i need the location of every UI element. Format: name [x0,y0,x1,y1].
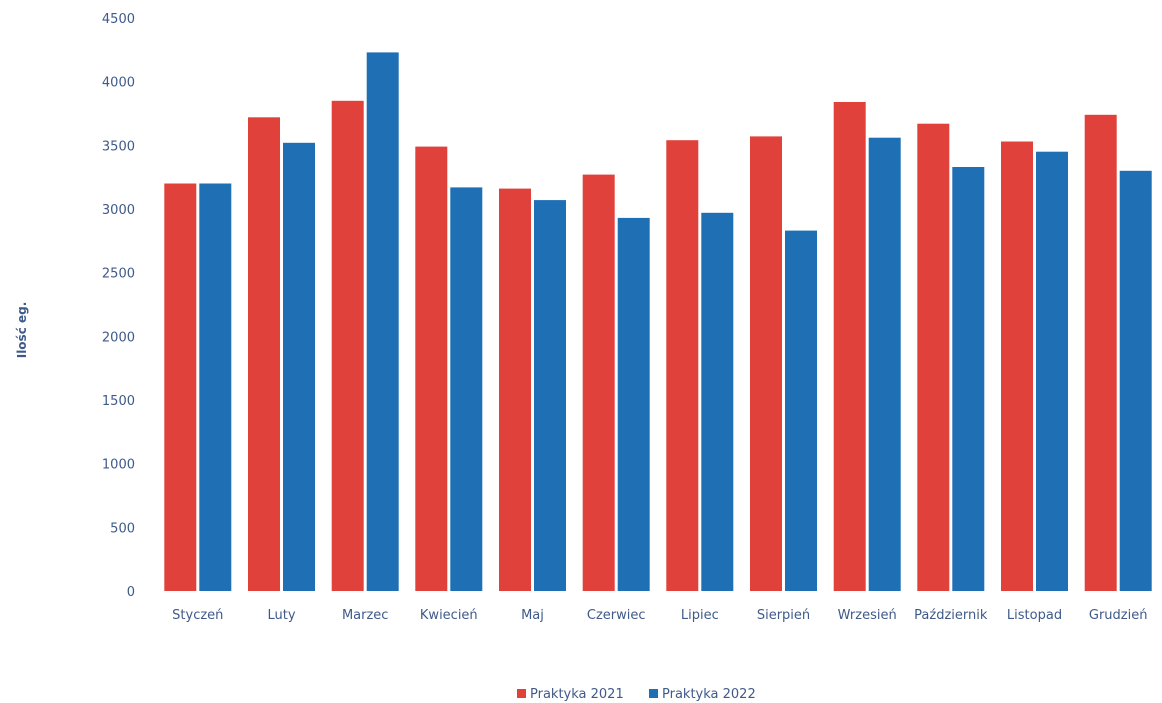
bar-praktyka-2022 [450,187,483,591]
bar-praktyka-2022 [952,167,985,591]
y-tick-label: 3000 [102,203,135,218]
bar-praktyka-2021 [750,136,782,591]
y-tick-label: 3500 [102,139,135,154]
x-category-label: Czerwiec [587,608,646,623]
x-category-label: Kwiecień [420,608,478,623]
bar-praktyka-2021 [582,174,615,591]
bar-praktyka-2021 [1084,114,1117,592]
bar-praktyka-2022 [199,183,232,591]
bar-praktyka-2021 [415,146,448,591]
y-tick-label: 1000 [102,458,135,473]
legend: Praktyka 2021 Praktyka 2022 [517,687,756,702]
x-category-label: Maj [521,608,544,623]
legend-label-praktyka-2021: Praktyka 2021 [530,687,624,702]
bar-praktyka-2021 [1001,141,1033,591]
bars [164,52,1152,592]
x-category-label: Wrzesień [838,608,897,623]
y-axis-ticks: 0 500 1000 1500 2000 2500 3000 3500 4000 4500 [102,12,135,600]
bar-praktyka-2022 [868,137,901,591]
bar-praktyka-2022 [366,52,399,591]
bar-praktyka-2021 [331,100,364,592]
x-category-label: Lipiec [681,608,719,623]
bar-praktyka-2022 [1119,170,1152,592]
bar-praktyka-2021 [164,183,197,591]
y-axis-title: Ilość eg. [15,302,29,359]
legend-label-praktyka-2022: Praktyka 2022 [662,687,756,702]
y-tick-label: 4500 [102,12,135,27]
bar-praktyka-2022 [701,212,734,592]
x-category-label: Październik [914,608,988,623]
y-tick-label: 0 [127,585,135,600]
bar-praktyka-2021 [248,117,280,592]
x-category-label: Listopad [1007,608,1062,623]
legend-swatch-praktyka-2022 [649,689,658,698]
bar-praktyka-2022 [534,200,566,591]
x-category-label: Luty [267,608,295,623]
y-tick-label: 2500 [102,267,135,282]
bar-praktyka-2021 [666,140,699,591]
bar-praktyka-2021 [917,123,950,591]
bar-praktyka-2021 [499,188,531,591]
bar-praktyka-2022 [785,230,817,591]
bar-praktyka-2022 [283,142,315,592]
y-tick-label: 4000 [102,76,135,91]
bar-praktyka-2022 [1036,151,1068,591]
x-category-label: Marzec [342,608,389,623]
y-tick-label: 2000 [102,330,135,345]
bar-praktyka-2022 [617,217,650,591]
x-category-label: Sierpień [757,608,810,623]
y-tick-label: 500 [110,521,135,536]
x-category-label: Styczeń [172,608,223,623]
legend-swatch-praktyka-2021 [517,689,526,698]
x-axis-category-labels: Styczeń Luty Marzec Kwiecień Maj Czerwiec Lipi… [172,608,1147,623]
bar-praktyka-2021 [833,102,866,591]
x-category-label: Grudzień [1089,608,1148,623]
y-tick-label: 1500 [102,394,135,409]
